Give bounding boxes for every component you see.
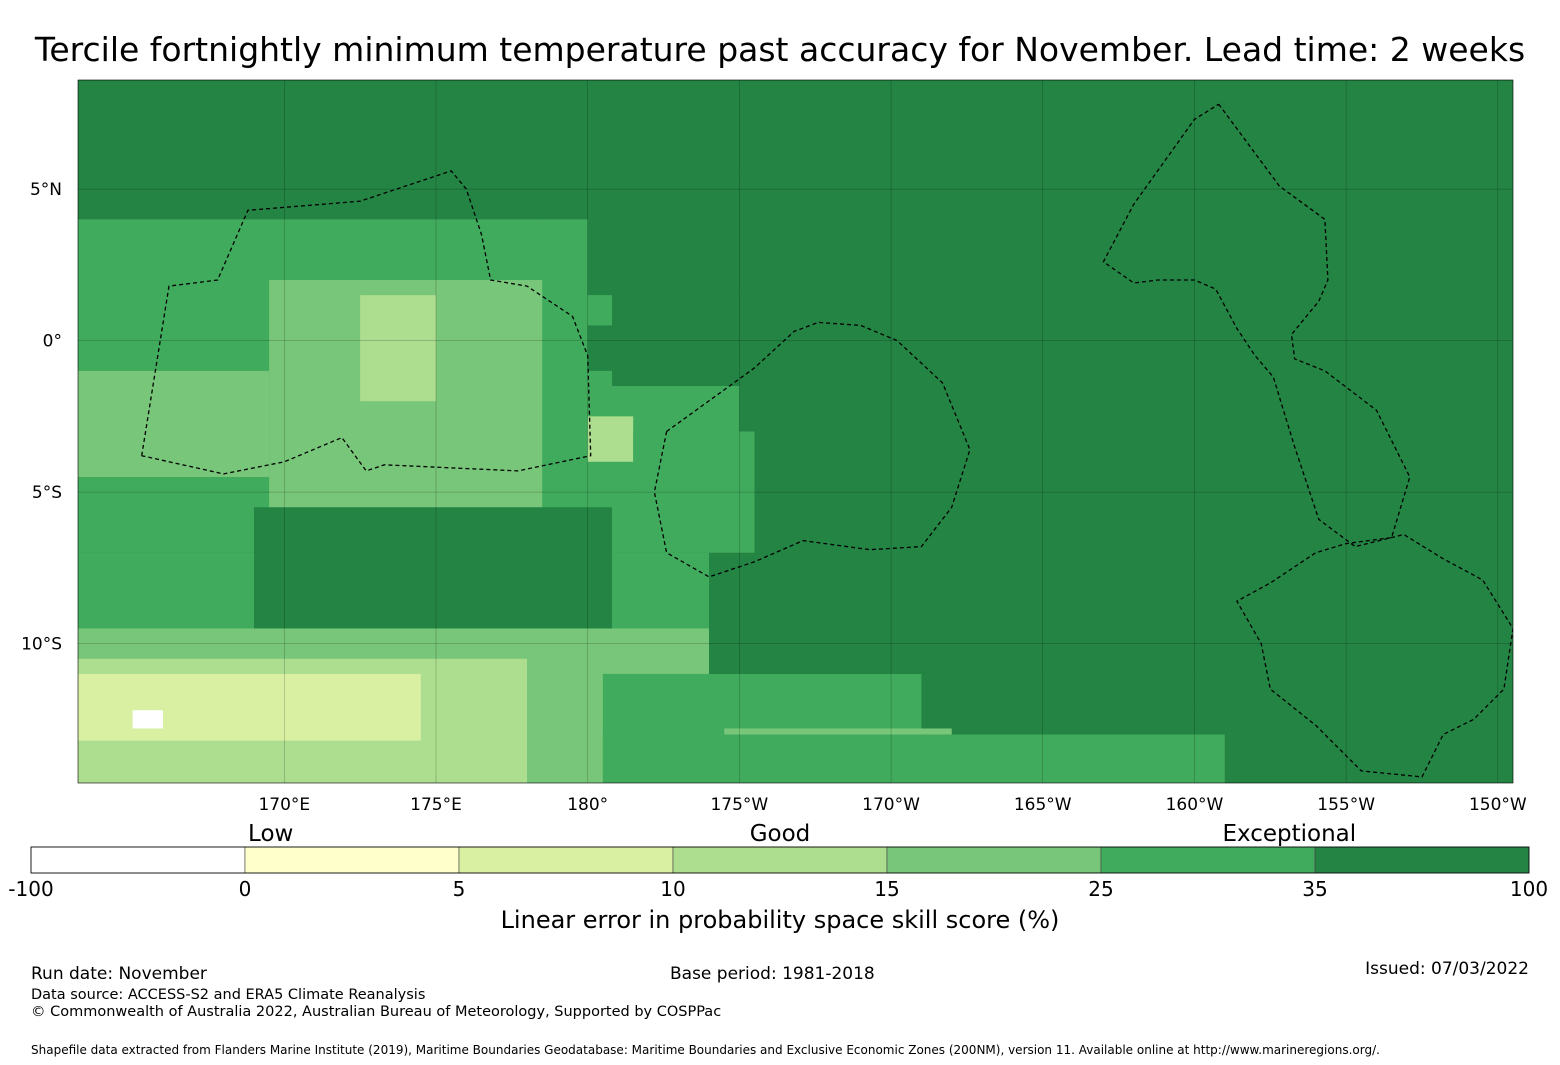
skill-cell: [253, 507, 612, 629]
skill-cell: [602, 734, 1225, 783]
colorbar-category-label: Exceptional: [1222, 821, 1356, 847]
eez-boundary-east: [1102, 103, 1513, 778]
eez-boundary-west: [141, 170, 592, 475]
colorbar-tick-label: 0: [239, 877, 252, 901]
skill-cell: [1118, 552, 1225, 599]
colorbar-swatch: [1100, 846, 1316, 874]
colorbar-swatch: [244, 846, 460, 874]
lat-tick-label: 10°S: [21, 635, 62, 655]
lon-tick-label: 180°: [567, 795, 608, 815]
map-axes: 170°E 175°E 180° 175°W 170°W 165°W 160°W 155°W 1…: [21, 180, 1527, 815]
colorbar-swatch: [30, 846, 246, 874]
colorbar-tick-label: 15: [874, 877, 899, 901]
skill-cell: [891, 204, 1013, 371]
colorbar: -100 0 5 10 15 25 35 100 Low Good Exceptional: [8, 821, 1548, 901]
colorbar-swatch: [458, 846, 674, 874]
lon-tick-label: 170°E: [258, 795, 310, 815]
base-period: Base period: 1981-2018: [670, 964, 875, 984]
colorbar-category-label: Good: [750, 821, 811, 847]
issued-date: Issued: 07/03/2022: [1365, 959, 1529, 979]
lon-tick-label: 155°W: [1317, 795, 1375, 815]
colorbar-tick-label: 35: [1302, 877, 1327, 901]
map-plot-area: [78, 80, 1513, 783]
copyright: © Commonwealth of Australia 2022, Austra…: [31, 1004, 722, 1020]
map-frame: [77, 79, 1514, 784]
skill-cell: [78, 552, 254, 629]
shapefile-credit: Shapefile data extracted from Flanders M…: [31, 1043, 1380, 1057]
lon-tick-label: 165°W: [1014, 795, 1072, 815]
skill-cell: [633, 431, 755, 553]
skill-cell: [78, 370, 270, 477]
skill-cell: [587, 173, 740, 296]
colorbar-swatch: [672, 846, 888, 874]
lat-tick-label: 5°N: [30, 180, 62, 200]
skill-cell: [78, 673, 421, 741]
graticule: [78, 80, 1513, 783]
lat-tick-label: 5°S: [32, 483, 62, 503]
skill-cell: [1164, 673, 1225, 705]
skill-cell: [709, 431, 1043, 674]
colorbar-frame: [30, 846, 1530, 874]
lon-tick-label: 150°W: [1469, 795, 1527, 815]
colorbar-tick-label: -100: [8, 877, 53, 901]
colorbar-tick-label: 5: [453, 877, 466, 901]
eez-boundaries: [141, 103, 1513, 778]
lon-tick-label: 160°W: [1166, 795, 1224, 815]
chart-title: Tercile fortnightly minimum temperature …: [34, 30, 1526, 69]
lat-tick-label: 0°: [43, 332, 62, 352]
lon-tick-label: 175°E: [410, 795, 462, 815]
run-date: Run date: November: [31, 964, 207, 984]
skill-cell: [360, 295, 436, 402]
colorbar-swatch: [886, 846, 1102, 874]
colorbar-tick-label: 100: [1510, 877, 1548, 901]
lon-tick-label: 175°W: [710, 795, 768, 815]
colorbar-title: Linear error in probability space skill …: [500, 906, 1060, 934]
lon-tick-label: 170°W: [862, 795, 920, 815]
eez-boundary-central: [653, 321, 971, 578]
colorbar-swatch: [1314, 846, 1530, 874]
data-source: Data source: ACCESS-S2 and ERA5 Climate …: [31, 987, 426, 1003]
colorbar-tick-label: 10: [660, 877, 685, 901]
skill-cell: [132, 710, 163, 729]
central-region: [587, 173, 1453, 783]
skill-cell: [587, 416, 634, 462]
skill-cell: [587, 325, 679, 371]
colorbar-tick-label: 25: [1088, 877, 1113, 901]
colorbar-category-label: Low: [248, 821, 293, 847]
